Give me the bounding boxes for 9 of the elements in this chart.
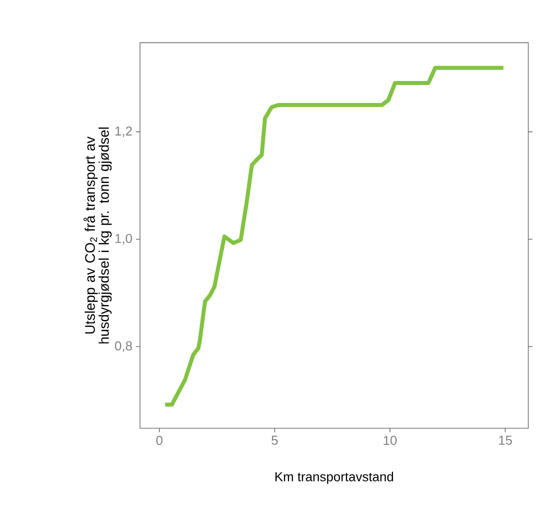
- y-tick-label: 0,8: [114, 341, 132, 352]
- x-tick-label: 15: [499, 436, 512, 445]
- line-series: [163, 66, 506, 407]
- x-tick-label: 0: [156, 436, 162, 445]
- x-axis-title: Km transportavstand: [275, 472, 394, 484]
- y-tick-label: 1,0: [115, 234, 132, 245]
- x-tick-label: 5: [272, 436, 278, 445]
- y-tick-label: 1,2: [115, 126, 132, 138]
- x-tick-label: 10: [384, 436, 397, 445]
